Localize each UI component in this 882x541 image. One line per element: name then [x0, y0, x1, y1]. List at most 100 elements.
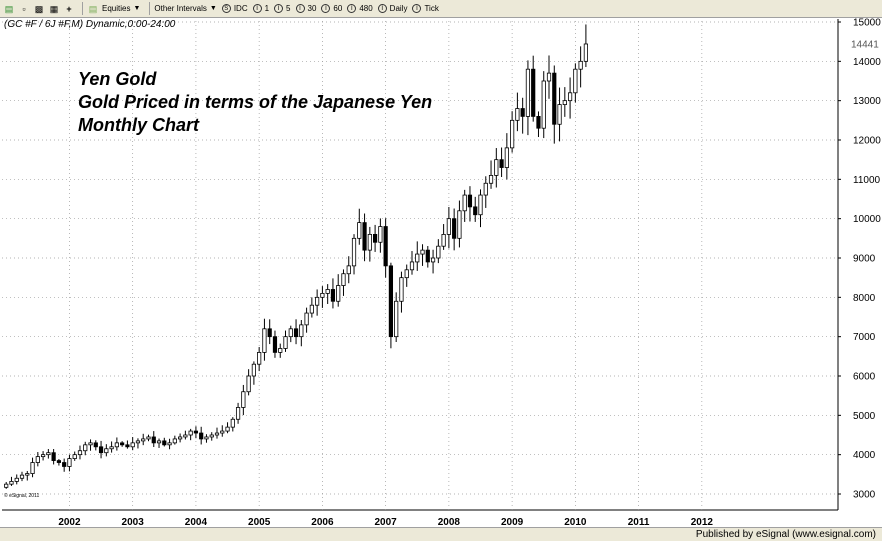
interval-daily-button[interactable]: I Daily: [377, 4, 408, 13]
candle-up: [304, 312, 309, 326]
candle-up: [278, 348, 283, 353]
candle-up: [225, 426, 230, 432]
candle-up: [141, 438, 146, 442]
x-tick-label: 2005: [248, 517, 271, 528]
interval-idc-label: IDC: [233, 4, 248, 13]
interval-480-button[interactable]: I 480: [347, 4, 373, 13]
candle-up: [109, 446, 114, 450]
annotation-title: Yen Gold: [78, 69, 157, 89]
interval-tick-button[interactable]: I Tick: [412, 4, 439, 13]
candle-up: [325, 289, 330, 294]
candle-up: [378, 226, 383, 243]
candle-up: [40, 454, 46, 458]
candle-up: [504, 147, 509, 168]
candle-up: [541, 80, 546, 129]
y-tick-label: 3000: [853, 490, 876, 501]
candle-down: [151, 436, 156, 444]
candle-up: [172, 438, 177, 444]
candle-up: [430, 257, 436, 263]
y-tick-label: 14000: [853, 57, 881, 68]
interval-icon: I: [252, 4, 262, 13]
interval-idc-button[interactable]: S IDC: [221, 4, 248, 13]
x-tick-label: 2003: [122, 517, 145, 528]
candle-down: [125, 444, 130, 448]
candle-up: [72, 454, 77, 459]
interval-daily-label: Daily: [389, 4, 408, 13]
interval-icon: I: [295, 4, 305, 13]
candle-up: [114, 442, 119, 448]
chevron-down-icon: ▼: [133, 5, 141, 12]
candle-up: [88, 442, 93, 446]
interval-s-icon: S: [221, 4, 231, 13]
properties-icon[interactable]: ▦: [49, 3, 59, 14]
candle-up: [357, 222, 362, 239]
candle-up: [546, 72, 552, 82]
copyright-label: © eSignal, 2011: [4, 493, 40, 499]
interval-tick-label: Tick: [424, 4, 439, 13]
interval-1-button[interactable]: I 1: [252, 4, 269, 13]
candle-down: [267, 328, 272, 338]
candle-down: [272, 336, 278, 353]
y-tick-label: 7000: [853, 332, 876, 343]
toolbar-divider: [82, 2, 83, 15]
candle-up: [341, 273, 346, 286]
candle-up: [25, 473, 30, 476]
candle-up: [567, 92, 573, 102]
candle-down: [452, 218, 457, 239]
chevron-down-icon: ▼: [209, 5, 217, 12]
symbol-label: (GC #F / 6J #F,M) Dynamic,0:00-24:00: [4, 19, 176, 30]
interval-5-label: 5: [286, 4, 291, 13]
print-icon[interactable]: ▩: [34, 3, 44, 14]
y-tick-label: 10000: [853, 214, 881, 225]
candle-down: [425, 249, 430, 263]
page-icon[interactable]: ▫: [22, 3, 26, 14]
candle-up: [35, 456, 40, 463]
candle-up: [83, 444, 88, 452]
interval-icon: I: [274, 4, 284, 13]
candle-down: [362, 222, 367, 251]
candle-up: [320, 292, 325, 298]
interval-icon: I: [321, 4, 331, 13]
candle-up: [262, 328, 267, 353]
chart-bars-icon[interactable]: ▤: [4, 3, 14, 14]
interval-60-button[interactable]: I 60: [321, 4, 342, 13]
candle-up: [446, 218, 451, 235]
interval-icon: I: [412, 4, 422, 13]
candle-up: [409, 261, 415, 271]
candle-down: [473, 206, 478, 216]
candle-up: [130, 442, 135, 448]
y-tick-label: 12000: [853, 136, 881, 147]
interval-5-button[interactable]: I 5: [274, 4, 291, 13]
candle-up: [462, 194, 467, 212]
y-tick-label: 15000: [853, 18, 881, 29]
candle-down: [199, 432, 204, 440]
candle-up: [283, 336, 288, 349]
candle-up: [573, 68, 578, 94]
candle-up: [510, 119, 515, 149]
candle-up: [30, 462, 35, 474]
candle-up: [578, 60, 583, 70]
chart-toolbar: ▤ ▫ ▩ ▦ + ▤ Equities ▼ Other Intervals ▼…: [0, 0, 882, 18]
candle-down: [520, 108, 525, 117]
candle-down: [536, 116, 541, 129]
candle-down: [552, 72, 557, 125]
interval-30-label: 30: [307, 4, 317, 13]
add-symbol-icon[interactable]: +: [66, 3, 72, 14]
y-tick-label: 5000: [853, 411, 876, 422]
x-tick-label: 2011: [628, 517, 650, 528]
candle-up: [146, 436, 151, 440]
candle-up: [230, 418, 235, 428]
publisher-label: Published by eSignal (www.esignal.com): [695, 529, 876, 540]
candle-up: [515, 108, 520, 121]
interval-icon: I: [377, 4, 387, 13]
candle-up: [557, 104, 562, 125]
equities-dropdown[interactable]: ▤ Equities ▼: [87, 3, 141, 15]
candle-up: [4, 483, 9, 488]
candle-up: [315, 296, 320, 306]
candle-up: [246, 375, 251, 393]
other-intervals-dropdown[interactable]: Other Intervals ▼: [154, 4, 216, 13]
y-tick-label: 6000: [853, 372, 876, 383]
interval-30-button[interactable]: I 30: [295, 4, 317, 13]
candle-up: [309, 304, 314, 314]
